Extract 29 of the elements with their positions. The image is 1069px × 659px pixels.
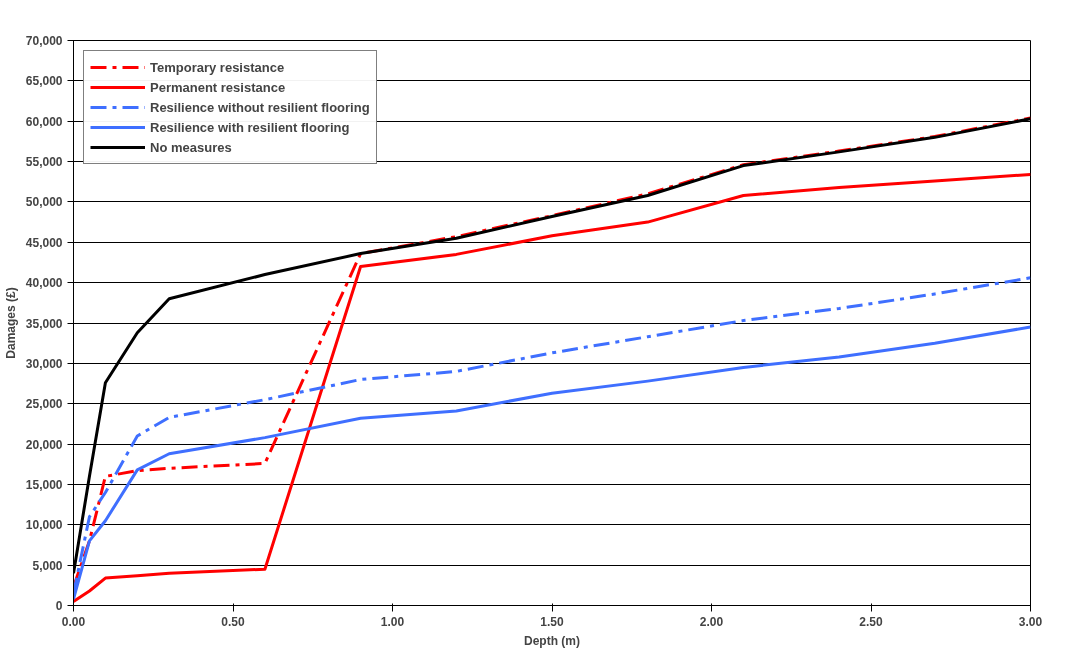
y-tick-label: 5,000 — [32, 558, 63, 573]
y-tick-label: 15,000 — [25, 477, 63, 492]
x-axis-title: Depth (m) — [524, 633, 580, 648]
legend-label: Resilience without resilient flooring — [150, 99, 370, 115]
y-tick-label: 55,000 — [25, 155, 63, 170]
y-tick-label: 40,000 — [25, 276, 63, 291]
y-tick-label: 70,000 — [25, 34, 63, 48]
y-axis-title: Damages (£) — [3, 287, 18, 359]
x-tick-label: 3.00 — [1018, 614, 1043, 629]
y-tick-label: 65,000 — [25, 74, 63, 89]
y-tick-label: 0 — [55, 599, 63, 613]
y-tick-label: 25,000 — [25, 397, 63, 412]
x-tick-label: 0.50 — [221, 614, 245, 629]
y-tick-label: 60,000 — [25, 114, 63, 129]
legend-label: Temporary resistance — [150, 59, 285, 75]
x-tick-label: 2.50 — [859, 614, 883, 629]
legend-label: Resilience with resilient flooring — [150, 119, 350, 135]
x-tick-label: 0.00 — [61, 614, 86, 629]
y-tick-label: 50,000 — [25, 195, 63, 210]
x-tick-label: 1.00 — [380, 614, 405, 629]
y-tick-label: 30,000 — [25, 356, 63, 371]
y-tick-label: 45,000 — [25, 235, 63, 250]
y-tick-label: 35,000 — [25, 316, 63, 331]
legend-label: Permanent resistance — [150, 79, 286, 95]
x-tick-label: 2.00 — [699, 614, 724, 629]
legend-label: No measures — [150, 139, 232, 155]
y-tick-label: 20,000 — [25, 437, 63, 452]
y-tick-label: 10,000 — [25, 518, 63, 533]
x-tick-label: 1.50 — [540, 614, 564, 629]
